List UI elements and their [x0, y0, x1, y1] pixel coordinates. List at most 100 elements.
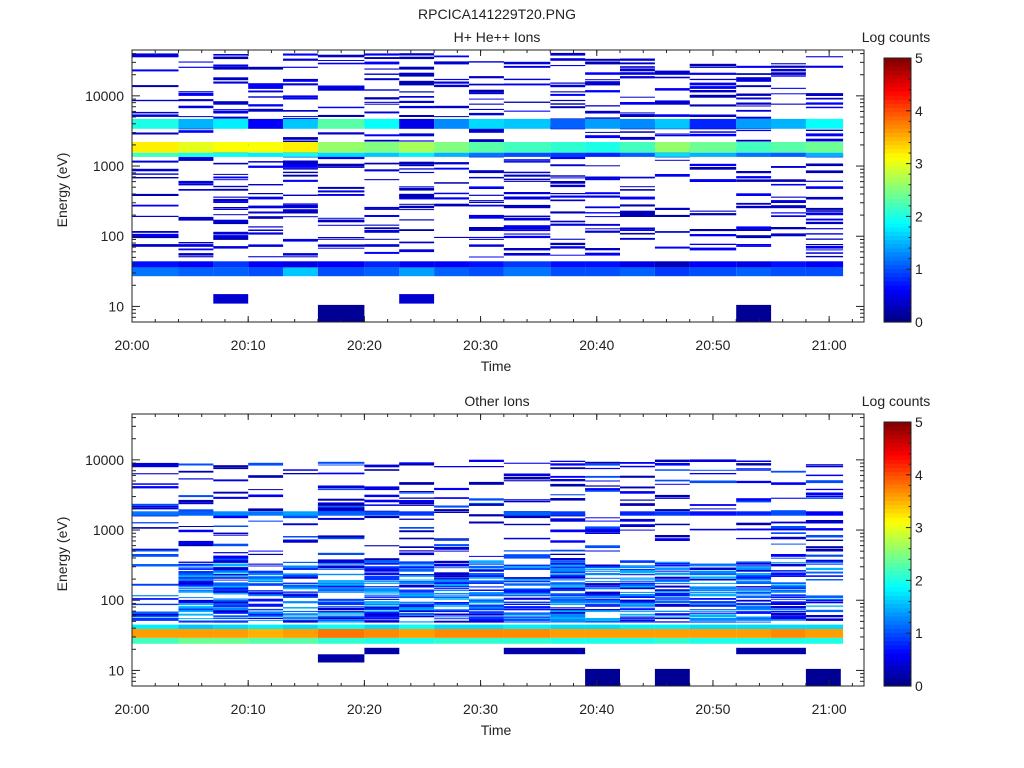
heatmap-cell [654, 616, 690, 618]
heatmap-cell [771, 582, 806, 584]
heatmap-cell [469, 83, 504, 86]
heatmap-cell [469, 139, 504, 142]
heatmap-cell [585, 610, 620, 612]
heatmap-cell [178, 613, 214, 616]
heatmap-cell [805, 133, 844, 135]
colorbar-segment [884, 541, 911, 547]
heatmap-cell [399, 530, 435, 533]
heatmap-cell [213, 560, 249, 563]
heatmap-cell [399, 566, 435, 569]
x-tick-label: 20:50 [695, 337, 730, 353]
heatmap-cell [550, 594, 586, 597]
heatmap-cells [132, 459, 844, 686]
heatmap-cell [178, 142, 214, 153]
heatmap-cell [736, 618, 772, 621]
heatmap-cell [771, 618, 806, 621]
heatmap-cell [620, 581, 655, 583]
heatmap-cell [213, 77, 249, 81]
heatmap-cell [550, 574, 586, 577]
colorbar-segment [884, 173, 911, 179]
heatmap-cell [399, 502, 435, 505]
heatmap-cell [689, 593, 737, 597]
heatmap-cell [654, 159, 690, 161]
heatmap-cell [771, 589, 806, 592]
heatmap-cell [585, 581, 620, 583]
heatmap-cell [503, 523, 551, 526]
heatmap-cell [283, 110, 318, 112]
heatmap-cell [771, 624, 806, 629]
heatmap-cell [620, 599, 655, 602]
colorbar-segment [884, 620, 911, 625]
heatmap-cell [364, 215, 400, 217]
heatmap-cell [132, 598, 179, 600]
heatmap-cell [248, 86, 284, 89]
heatmap-cell [620, 628, 655, 638]
heatmap-cell [550, 246, 586, 249]
heatmap-cell [132, 193, 179, 196]
heatmap-cell [585, 131, 620, 133]
heatmap-cell [805, 497, 844, 499]
heatmap-cell [469, 236, 504, 238]
colorbar-segment [884, 119, 911, 125]
heatmap-cell [503, 61, 551, 65]
heatmap-cell [550, 563, 586, 565]
heatmap-cell [132, 160, 179, 163]
heatmap-cell [317, 562, 365, 565]
heatmap-cell [654, 567, 690, 569]
heatmap-cell [689, 578, 737, 581]
heatmap-cell [736, 77, 772, 81]
heatmap-cell [283, 66, 318, 68]
colorbar-segment [884, 78, 911, 84]
heatmap-cell [654, 246, 690, 249]
colorbar-segment [884, 165, 911, 170]
heatmap-cell [213, 208, 249, 210]
heatmap-cell [736, 605, 772, 609]
heatmap-cell [178, 529, 214, 533]
heatmap-cell [132, 503, 179, 506]
heatmap-cell [283, 582, 318, 584]
heatmap-cell [399, 267, 435, 277]
heatmap-cell [283, 179, 318, 182]
heatmap-cell [736, 607, 772, 611]
heatmap-cell [213, 101, 249, 103]
panel-title: Other Ions [464, 393, 529, 409]
heatmap-cell [805, 559, 844, 563]
heatmap-cell [550, 549, 586, 552]
heatmap-cell [434, 560, 469, 563]
heatmap-cell [585, 165, 620, 167]
heatmap-cell [248, 118, 284, 129]
heatmap-cell [283, 566, 318, 569]
colorbar-segment [884, 256, 911, 261]
heatmap-cell [550, 593, 586, 595]
heatmap-cell [364, 605, 400, 607]
heatmap-cell [771, 612, 806, 616]
heatmap-cell [550, 479, 586, 482]
colorbar-segment [884, 554, 911, 559]
y-tick-label: 10000 [85, 88, 124, 104]
heatmap-cell [620, 486, 655, 489]
heatmap-cell [213, 563, 249, 567]
heatmap-cell [132, 511, 179, 516]
heatmap-cell [399, 607, 435, 611]
heatmap-cell [805, 480, 844, 484]
heatmap-cell [178, 66, 214, 68]
heatmap-cell [736, 617, 772, 620]
heatmap-cell [178, 93, 214, 96]
heatmap-cell [317, 54, 365, 58]
heatmap-cell [248, 108, 284, 112]
heatmap-cell [132, 99, 179, 102]
colorbar-segment [884, 677, 911, 683]
heatmap-cell [399, 500, 435, 503]
heatmap-cell [736, 226, 772, 230]
heatmap-cell [736, 480, 772, 484]
heatmap-cell [771, 532, 806, 534]
heatmap-cell [654, 589, 690, 591]
heatmap-cell [178, 248, 214, 251]
heatmap-cell [283, 216, 318, 218]
heatmap-cell [248, 553, 284, 555]
colorbar-segment [884, 124, 911, 129]
heatmap-cell [469, 244, 504, 247]
heatmap-cell [689, 163, 737, 167]
heatmap-cell [399, 209, 435, 211]
heatmap-cell [654, 580, 690, 583]
